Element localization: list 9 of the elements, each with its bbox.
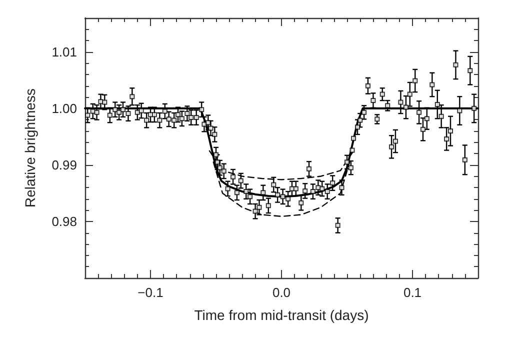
x-axis-title: Time from mid-transit (days) [194, 307, 369, 323]
y-axis-title: Relative brightness [22, 88, 38, 208]
x-tick-label: 0.1 [403, 285, 422, 300]
y-tick-label: 0.98 [52, 214, 77, 229]
y-tick-label: 0.99 [52, 157, 77, 172]
y-tick-label: 1.01 [52, 44, 77, 60]
x-tick-label: 0.0 [272, 285, 291, 300]
x-tick-label: −0.1 [138, 285, 164, 300]
y-tick-label: 1.00 [52, 100, 77, 116]
